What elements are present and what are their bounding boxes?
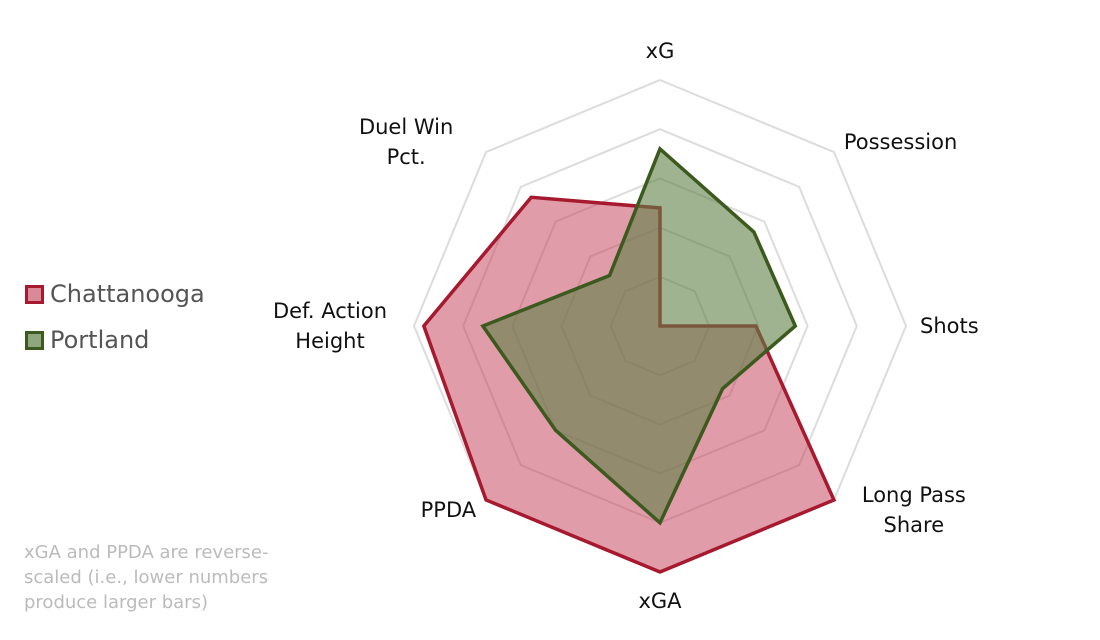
legend-item: Chattanooga <box>25 280 205 308</box>
legend-swatch <box>25 330 44 350</box>
axis-label: xGA <box>638 589 682 613</box>
series-area <box>480 145 798 526</box>
legend-swatch <box>25 284 44 304</box>
axis-label: Possession <box>843 130 958 155</box>
axis-label: PPDA <box>420 497 477 522</box>
legend-label: Portland <box>50 326 150 354</box>
axis-label: Def. Action Height <box>272 299 388 353</box>
axis-label: Duel Win Pct. <box>358 115 454 170</box>
axis-label: Long Pass Share <box>861 482 966 537</box>
legend-item: Portland <box>25 326 149 354</box>
note: xGA and PPDA are reverse-scaled (i.e., l… <box>24 542 269 613</box>
legend-label: Chattanooga <box>50 280 205 308</box>
axis-label: xG <box>645 39 675 63</box>
axis-label: Shots <box>920 314 979 338</box>
